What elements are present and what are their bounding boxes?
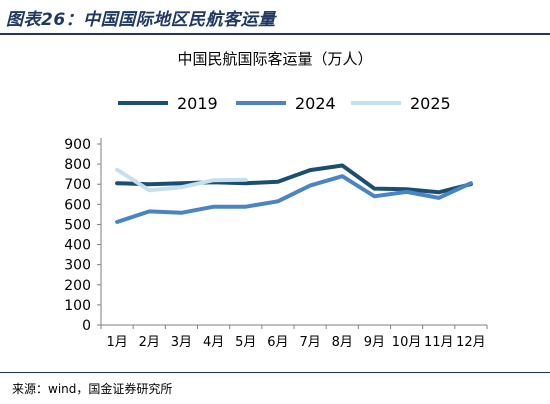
header-divider (0, 33, 550, 35)
x-tick-label: 2月 (139, 335, 160, 350)
data-point-2019 (276, 180, 280, 184)
y-tick-label: 0 (82, 318, 91, 334)
y-tick-label: 800 (64, 157, 91, 173)
series-2025 (115, 167, 248, 193)
figure-title: 图表26：中国国际地区民航客运量 (6, 10, 276, 30)
data-point-2019 (405, 188, 408, 191)
data-point-2025 (115, 168, 119, 171)
chart-title: 中国民航国际客运量（万人） (177, 50, 372, 68)
series-2019 (115, 163, 473, 195)
series-2024 (115, 174, 473, 224)
legend-label: 2019 (177, 94, 218, 113)
data-point-2025 (244, 178, 247, 181)
chart-axes: 0 100 200 300 400 500 600 700 800 900 1月 2月 3月 4月 5月 6月… (64, 137, 488, 350)
footer-divider (0, 372, 550, 373)
data-point-2019 (341, 164, 344, 167)
x-tick-label: 10月 (392, 335, 422, 350)
y-tick-label: 200 (64, 278, 91, 294)
y-tick-label: 700 (64, 177, 91, 193)
data-point-2024 (308, 184, 312, 187)
data-point-2024 (180, 211, 183, 214)
series-line-2024 (115, 174, 473, 224)
x-tick-label: 1月 (106, 335, 127, 350)
x-tick-label: 7月 (299, 335, 320, 350)
data-point-2019 (373, 187, 376, 190)
data-point-2024 (244, 205, 247, 208)
legend-label: 2025 (410, 94, 451, 113)
chart-legend: 2019 2024 2025 (118, 94, 451, 113)
x-tick-label: 11月 (424, 335, 454, 350)
y-tick-label: 500 (64, 217, 91, 233)
x-tick-label: 8月 (332, 335, 353, 350)
x-tick-label: 3月 (171, 335, 192, 350)
data-point-2024 (469, 182, 473, 185)
legend-item-2019: 2019 (118, 94, 218, 113)
data-point-2024 (405, 190, 408, 194)
y-tick-label: 600 (64, 197, 91, 213)
data-point-2024 (437, 196, 440, 200)
data-point-2025 (180, 186, 183, 189)
chart-series (115, 163, 473, 224)
data-point-2025 (148, 189, 151, 192)
x-tick-label: 9月 (364, 335, 385, 350)
data-point-2019 (180, 182, 183, 185)
data-point-2019 (437, 191, 440, 194)
x-tick-label: 5月 (235, 335, 256, 350)
x-tick-label: 4月 (203, 335, 224, 350)
y-tick-label: 400 (64, 238, 91, 254)
legend-label: 2024 (295, 94, 336, 113)
data-point-2019 (115, 182, 119, 185)
data-point-2024 (276, 200, 280, 203)
data-point-2024 (341, 174, 344, 178)
data-point-2024 (373, 195, 376, 198)
data-point-2019 (148, 183, 151, 186)
y-tick-label: 300 (64, 258, 91, 274)
data-point-2025 (212, 179, 215, 182)
legend-item-2025: 2025 (351, 94, 451, 113)
data-point-2019 (244, 182, 247, 185)
line-chart: 中国民航国际客运量（万人） 2019 2024 2025 0 100 200 300 400… (64, 50, 488, 350)
data-point-2024 (212, 205, 215, 208)
source-note: 来源：wind，国金证券研究所 (12, 382, 173, 396)
data-point-2024 (148, 210, 151, 213)
y-tick-label: 900 (64, 137, 91, 153)
data-point-2019 (308, 168, 312, 172)
x-tick-label: 6月 (267, 335, 288, 350)
series-line-2019 (115, 163, 473, 195)
y-tick-label: 100 (64, 298, 91, 314)
x-tick-label: 12月 (456, 335, 486, 350)
data-point-2024 (115, 220, 119, 224)
legend-item-2024: 2024 (236, 94, 336, 113)
